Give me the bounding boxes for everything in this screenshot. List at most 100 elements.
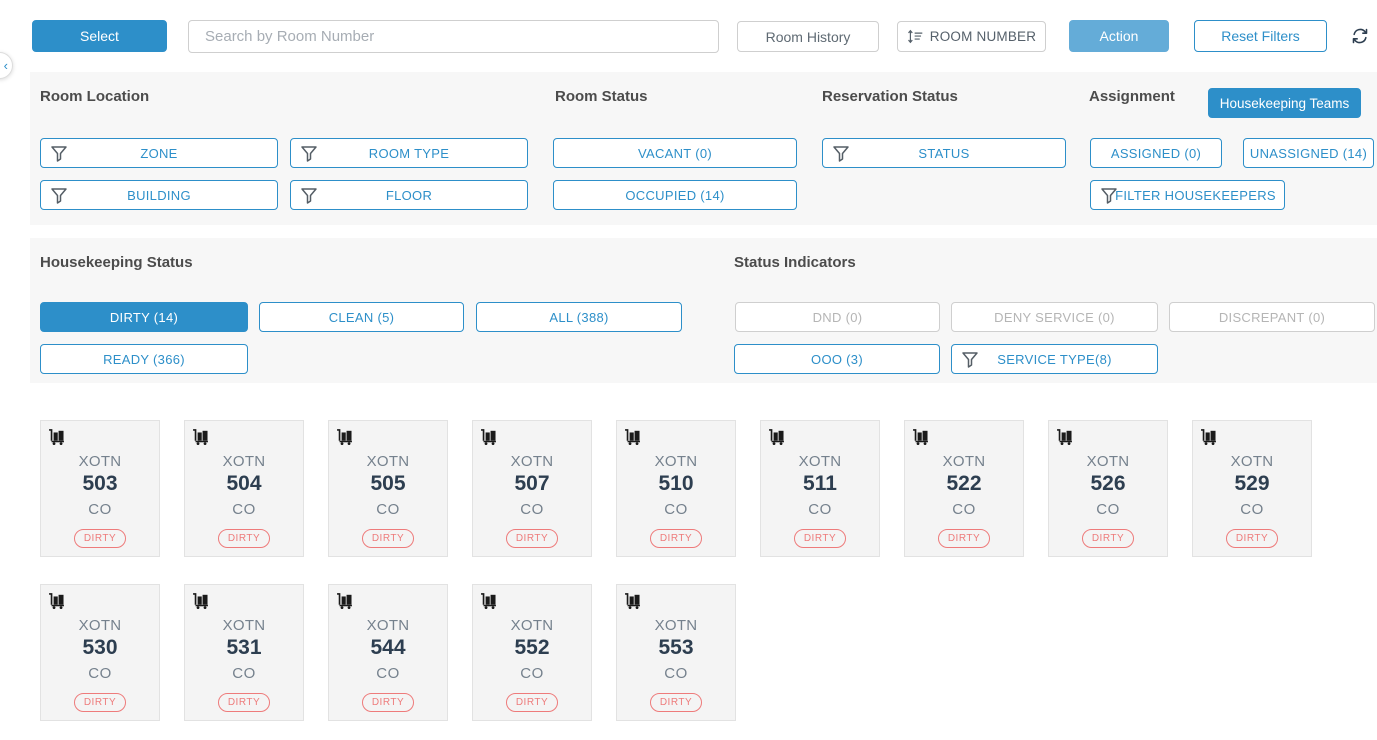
luggage-cart-icon [48,593,65,610]
room-card[interactable]: XOTN 505 CO DIRTY [328,420,448,557]
filter-all-label: ALL (388) [549,309,609,325]
filter-unassigned-button[interactable]: UNASSIGNED (14) [1243,138,1374,168]
room-number: 529 [1234,472,1270,495]
filter-reservation-status-button[interactable]: STATUS [822,138,1066,168]
room-card[interactable]: XOTN 544 CO DIRTY [328,584,448,721]
refresh-button[interactable] [1348,23,1372,49]
reservation-code: CO [1096,501,1120,518]
room-card[interactable]: XOTN 526 CO DIRTY [1048,420,1168,557]
room-status-badge: DIRTY [793,529,847,548]
housekeeping-teams-button[interactable]: Housekeeping Teams [1208,88,1361,118]
reservation-code: CO [808,501,832,518]
filter-dnd-button[interactable]: DND (0) [735,302,940,332]
filter-service-type-button[interactable]: SERVICE TYPE(8) [951,344,1158,374]
room-history-button[interactable]: Room History [737,21,879,52]
room-card[interactable]: XOTN 510 CO DIRTY [616,420,736,557]
room-card[interactable]: XOTN 504 CO DIRTY [184,420,304,557]
luggage-cart-icon [480,429,497,446]
room-card[interactable]: XOTN 530 CO DIRTY [40,584,160,721]
reservation-code: CO [952,501,976,518]
room-number: 526 [1090,472,1126,495]
filter-icon [833,146,849,162]
room-status-badge: DIRTY [361,693,415,712]
filter-ooo-label: OOO (3) [811,351,863,367]
luggage-cart-icon [48,429,65,446]
section-title-reservation-status: Reservation Status [822,88,958,105]
filter-dirty-button[interactable]: DIRTY (14) [40,302,248,332]
filter-room-type-button[interactable]: ROOM TYPE [290,138,528,168]
filter-zone-label: ZONE [140,145,178,161]
filter-ooo-button[interactable]: OOO (3) [734,344,940,374]
filter-icon [962,352,978,368]
reservation-code: CO [376,665,400,682]
room-number: 544 [370,636,406,659]
select-button[interactable]: Select [32,20,167,52]
reservation-code: CO [232,665,256,682]
filter-reservation-status-label: STATUS [918,145,970,161]
section-title-housekeeping-status: Housekeeping Status [40,254,193,271]
room-card[interactable]: XOTN 522 CO DIRTY [904,420,1024,557]
room-card[interactable]: XOTN 503 CO DIRTY [40,420,160,557]
filter-housekeepers-button[interactable]: FILTER HOUSEKEEPERS [1090,180,1285,210]
room-hotel-code: XOTN [1230,453,1274,470]
filter-assigned-label: ASSIGNED (0) [1110,145,1202,161]
filter-discrepant-label: DISCREPANT (0) [1218,309,1326,325]
room-status-badge: DIRTY [505,529,559,548]
luggage-cart-icon [336,593,353,610]
room-card[interactable]: XOTN 529 CO DIRTY [1192,420,1312,557]
sort-by-room-number-button[interactable]: ROOM NUMBER [897,21,1046,52]
luggage-cart-icon [192,593,209,610]
filter-all-button[interactable]: ALL (388) [476,302,682,332]
room-number: 503 [82,472,118,495]
room-hotel-code: XOTN [222,453,266,470]
room-card[interactable]: XOTN 552 CO DIRTY [472,584,592,721]
room-number: 511 [803,472,837,495]
filter-housekeepers-label: FILTER HOUSEKEEPERS [1115,187,1276,203]
action-button[interactable]: Action [1069,20,1169,52]
filter-panel-location-status: Room Location Room Status Reservation St… [30,72,1377,225]
room-hotel-code: XOTN [222,617,266,634]
reservation-code: CO [376,501,400,518]
filter-floor-label: FLOOR [385,187,433,203]
room-hotel-code: XOTN [366,617,410,634]
filter-discrepant-button[interactable]: DISCREPANT (0) [1169,302,1375,332]
filter-clean-label: CLEAN (5) [328,309,395,325]
room-card[interactable]: XOTN 511 CO DIRTY [760,420,880,557]
toolbar: Select Room History ROOM NUMBER Action R… [0,0,1377,64]
filter-floor-button[interactable]: FLOOR [290,180,528,210]
filter-assigned-button[interactable]: ASSIGNED (0) [1090,138,1222,168]
room-hotel-code: XOTN [510,453,554,470]
room-card[interactable]: XOTN 507 CO DIRTY [472,420,592,557]
room-status-badge: DIRTY [217,529,271,548]
filter-building-label: BUILDING [127,187,191,203]
filter-clean-button[interactable]: CLEAN (5) [259,302,464,332]
reset-filters-button[interactable]: Reset Filters [1194,20,1327,52]
search-input[interactable] [188,20,719,53]
section-title-room-status: Room Status [555,88,648,105]
room-number: 505 [370,472,406,495]
filter-deny-service-button[interactable]: DENY SERVICE (0) [951,302,1158,332]
filter-panel-housekeeping-indicators: Housekeeping Status Status Indicators DI… [30,238,1377,383]
filter-building-button[interactable]: BUILDING [40,180,278,210]
luggage-cart-icon [336,429,353,446]
luggage-cart-icon [480,593,497,610]
filter-occupied-button[interactable]: OCCUPIED (14) [553,180,797,210]
room-card[interactable]: XOTN 553 CO DIRTY [616,584,736,721]
filter-ready-button[interactable]: READY (366) [40,344,248,374]
room-hotel-code: XOTN [366,453,410,470]
filter-vacant-button[interactable]: VACANT (0) [553,138,797,168]
room-status-badge: DIRTY [361,529,415,548]
luggage-cart-icon [768,429,785,446]
luggage-cart-icon [192,429,209,446]
room-number: 507 [514,472,550,495]
room-card[interactable]: XOTN 531 CO DIRTY [184,584,304,721]
section-title-room-location: Room Location [40,88,150,105]
room-hotel-code: XOTN [1086,453,1130,470]
filter-zone-button[interactable]: ZONE [40,138,278,168]
reservation-code: CO [664,665,688,682]
reservation-code: CO [88,501,112,518]
section-title-assignment: Assignment [1089,88,1175,105]
luggage-cart-icon [1200,429,1217,446]
filter-deny-service-label: DENY SERVICE (0) [994,309,1115,325]
